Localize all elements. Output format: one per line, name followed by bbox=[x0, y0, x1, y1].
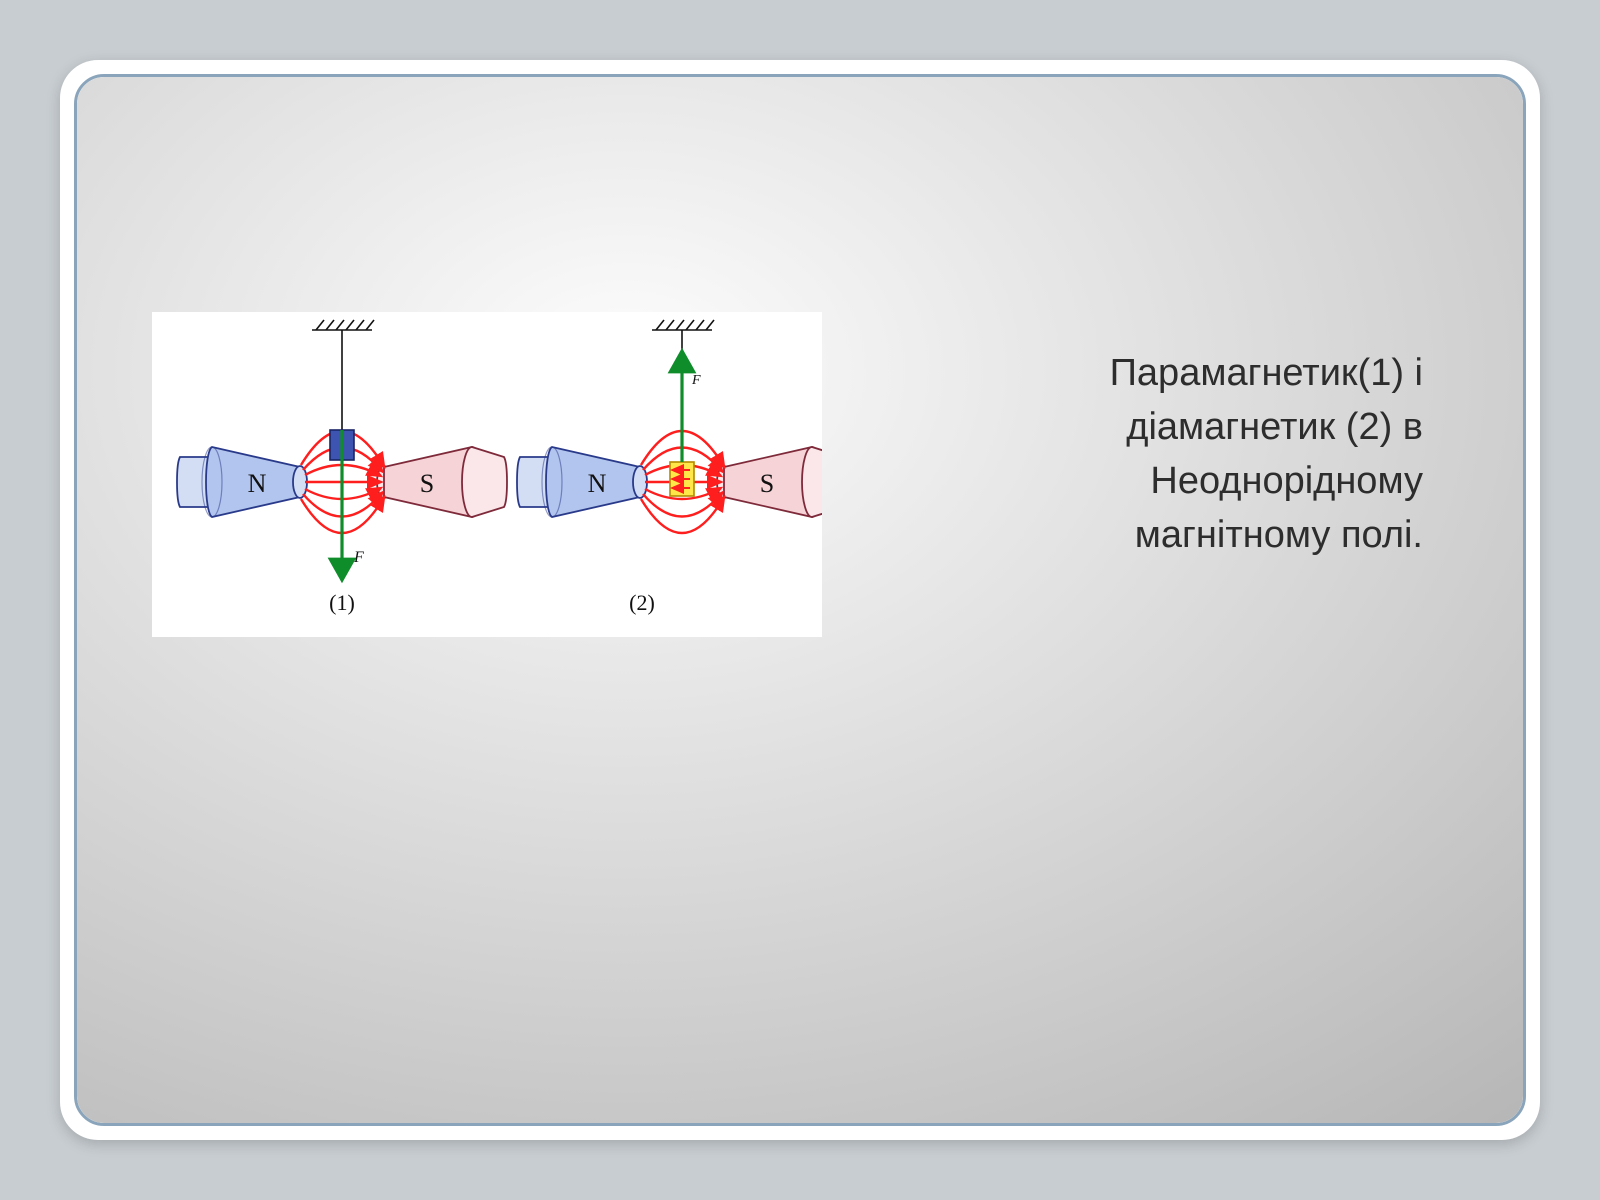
slide-outer: N S bbox=[60, 60, 1540, 1140]
pole-n-label-1: N bbox=[248, 469, 267, 498]
svg-text:F⃗: F⃗ bbox=[691, 373, 711, 388]
caption-line-1: Парамагнетик(1) і bbox=[1110, 352, 1423, 394]
slide-frame: N S bbox=[74, 74, 1526, 1126]
caption-line-4: магнітному полі. bbox=[1135, 514, 1423, 556]
sublabel-2: (2) bbox=[629, 590, 655, 615]
pole-n-label-2: N bbox=[588, 469, 607, 498]
svg-text:F⃗: F⃗ bbox=[353, 549, 376, 566]
pole-s-label-2: S bbox=[760, 469, 774, 498]
slide-body: N S bbox=[77, 77, 1523, 1123]
caption-line-2: діамагнетик (2) в bbox=[1126, 406, 1423, 448]
caption-line-3: Неоднорідному bbox=[1150, 460, 1423, 502]
diamagnet-sample bbox=[670, 462, 694, 496]
sublabel-1: (1) bbox=[329, 590, 355, 615]
caption-block: Парамагнетик(1) і діамагнетик (2) в Неод… bbox=[863, 347, 1423, 563]
pole-s-label-1: S bbox=[420, 469, 434, 498]
magnet-diagram: N S bbox=[152, 312, 822, 637]
